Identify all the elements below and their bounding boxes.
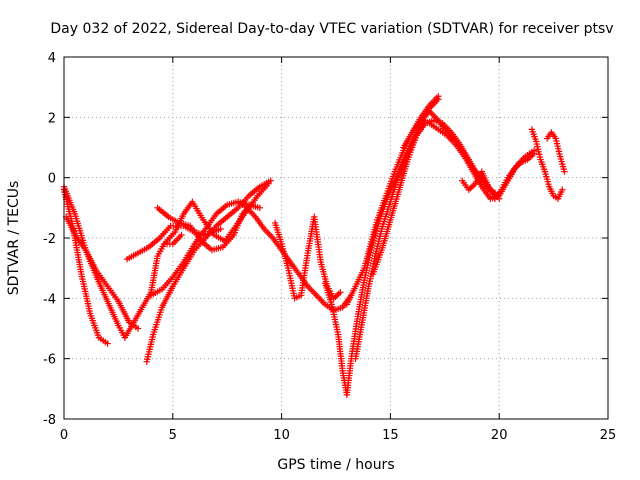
plot-frame — [63, 56, 609, 420]
y-tick-label: 4 — [48, 51, 56, 66]
data-point — [265, 180, 272, 187]
data-point — [435, 93, 442, 100]
x-tick-label: 10 — [273, 428, 290, 443]
x-tick-label: 25 — [600, 428, 617, 443]
series-track-2 — [62, 213, 142, 332]
y-tick-label: 2 — [48, 111, 56, 126]
series-track-20 — [543, 129, 568, 175]
chart-title: Day 032 of 2022, Sidereal Day-to-day VTE… — [50, 21, 613, 37]
grid — [64, 57, 608, 419]
x-tick-label: 0 — [60, 428, 68, 443]
y-tick-label: -4 — [43, 292, 56, 307]
x-axis-label: GPS time / hours — [277, 457, 394, 473]
data-point — [559, 186, 566, 193]
data-point — [561, 168, 568, 175]
series-trace — [146, 180, 272, 362]
y-tick-label: -2 — [43, 232, 56, 247]
series-trace — [354, 120, 426, 359]
data-point — [104, 340, 111, 347]
data-point — [217, 225, 224, 233]
x-tick-labels: 0 5 10 15 20 25 — [60, 428, 616, 443]
series-track-18 — [459, 150, 538, 202]
data-point — [256, 204, 264, 212]
data-point — [337, 289, 344, 296]
y-tick-label: -6 — [43, 353, 56, 368]
plot-area — [60, 93, 568, 399]
series-trace — [63, 189, 108, 345]
data-point — [530, 150, 538, 157]
series-track-15 — [369, 117, 499, 278]
x-tick-label: 15 — [382, 428, 399, 443]
series-track-3 — [60, 183, 129, 341]
series-track-6 — [143, 177, 274, 365]
series-track-11 — [271, 213, 344, 302]
data-point — [178, 231, 185, 239]
x-tick-label: 5 — [169, 428, 177, 443]
y-tick-label: -8 — [43, 413, 56, 428]
x-tick-label: 20 — [491, 428, 508, 443]
y-axis-label: SDTVAR / TECUs — [6, 181, 22, 296]
data-point — [134, 325, 142, 332]
series-track-9 — [160, 180, 272, 248]
y-tick-labels: -8 -6 -4 -2 0 2 4 — [43, 51, 56, 428]
y-tick-label: 0 — [48, 172, 56, 187]
series-track-19 — [528, 126, 566, 202]
series-track-1 — [60, 186, 111, 347]
